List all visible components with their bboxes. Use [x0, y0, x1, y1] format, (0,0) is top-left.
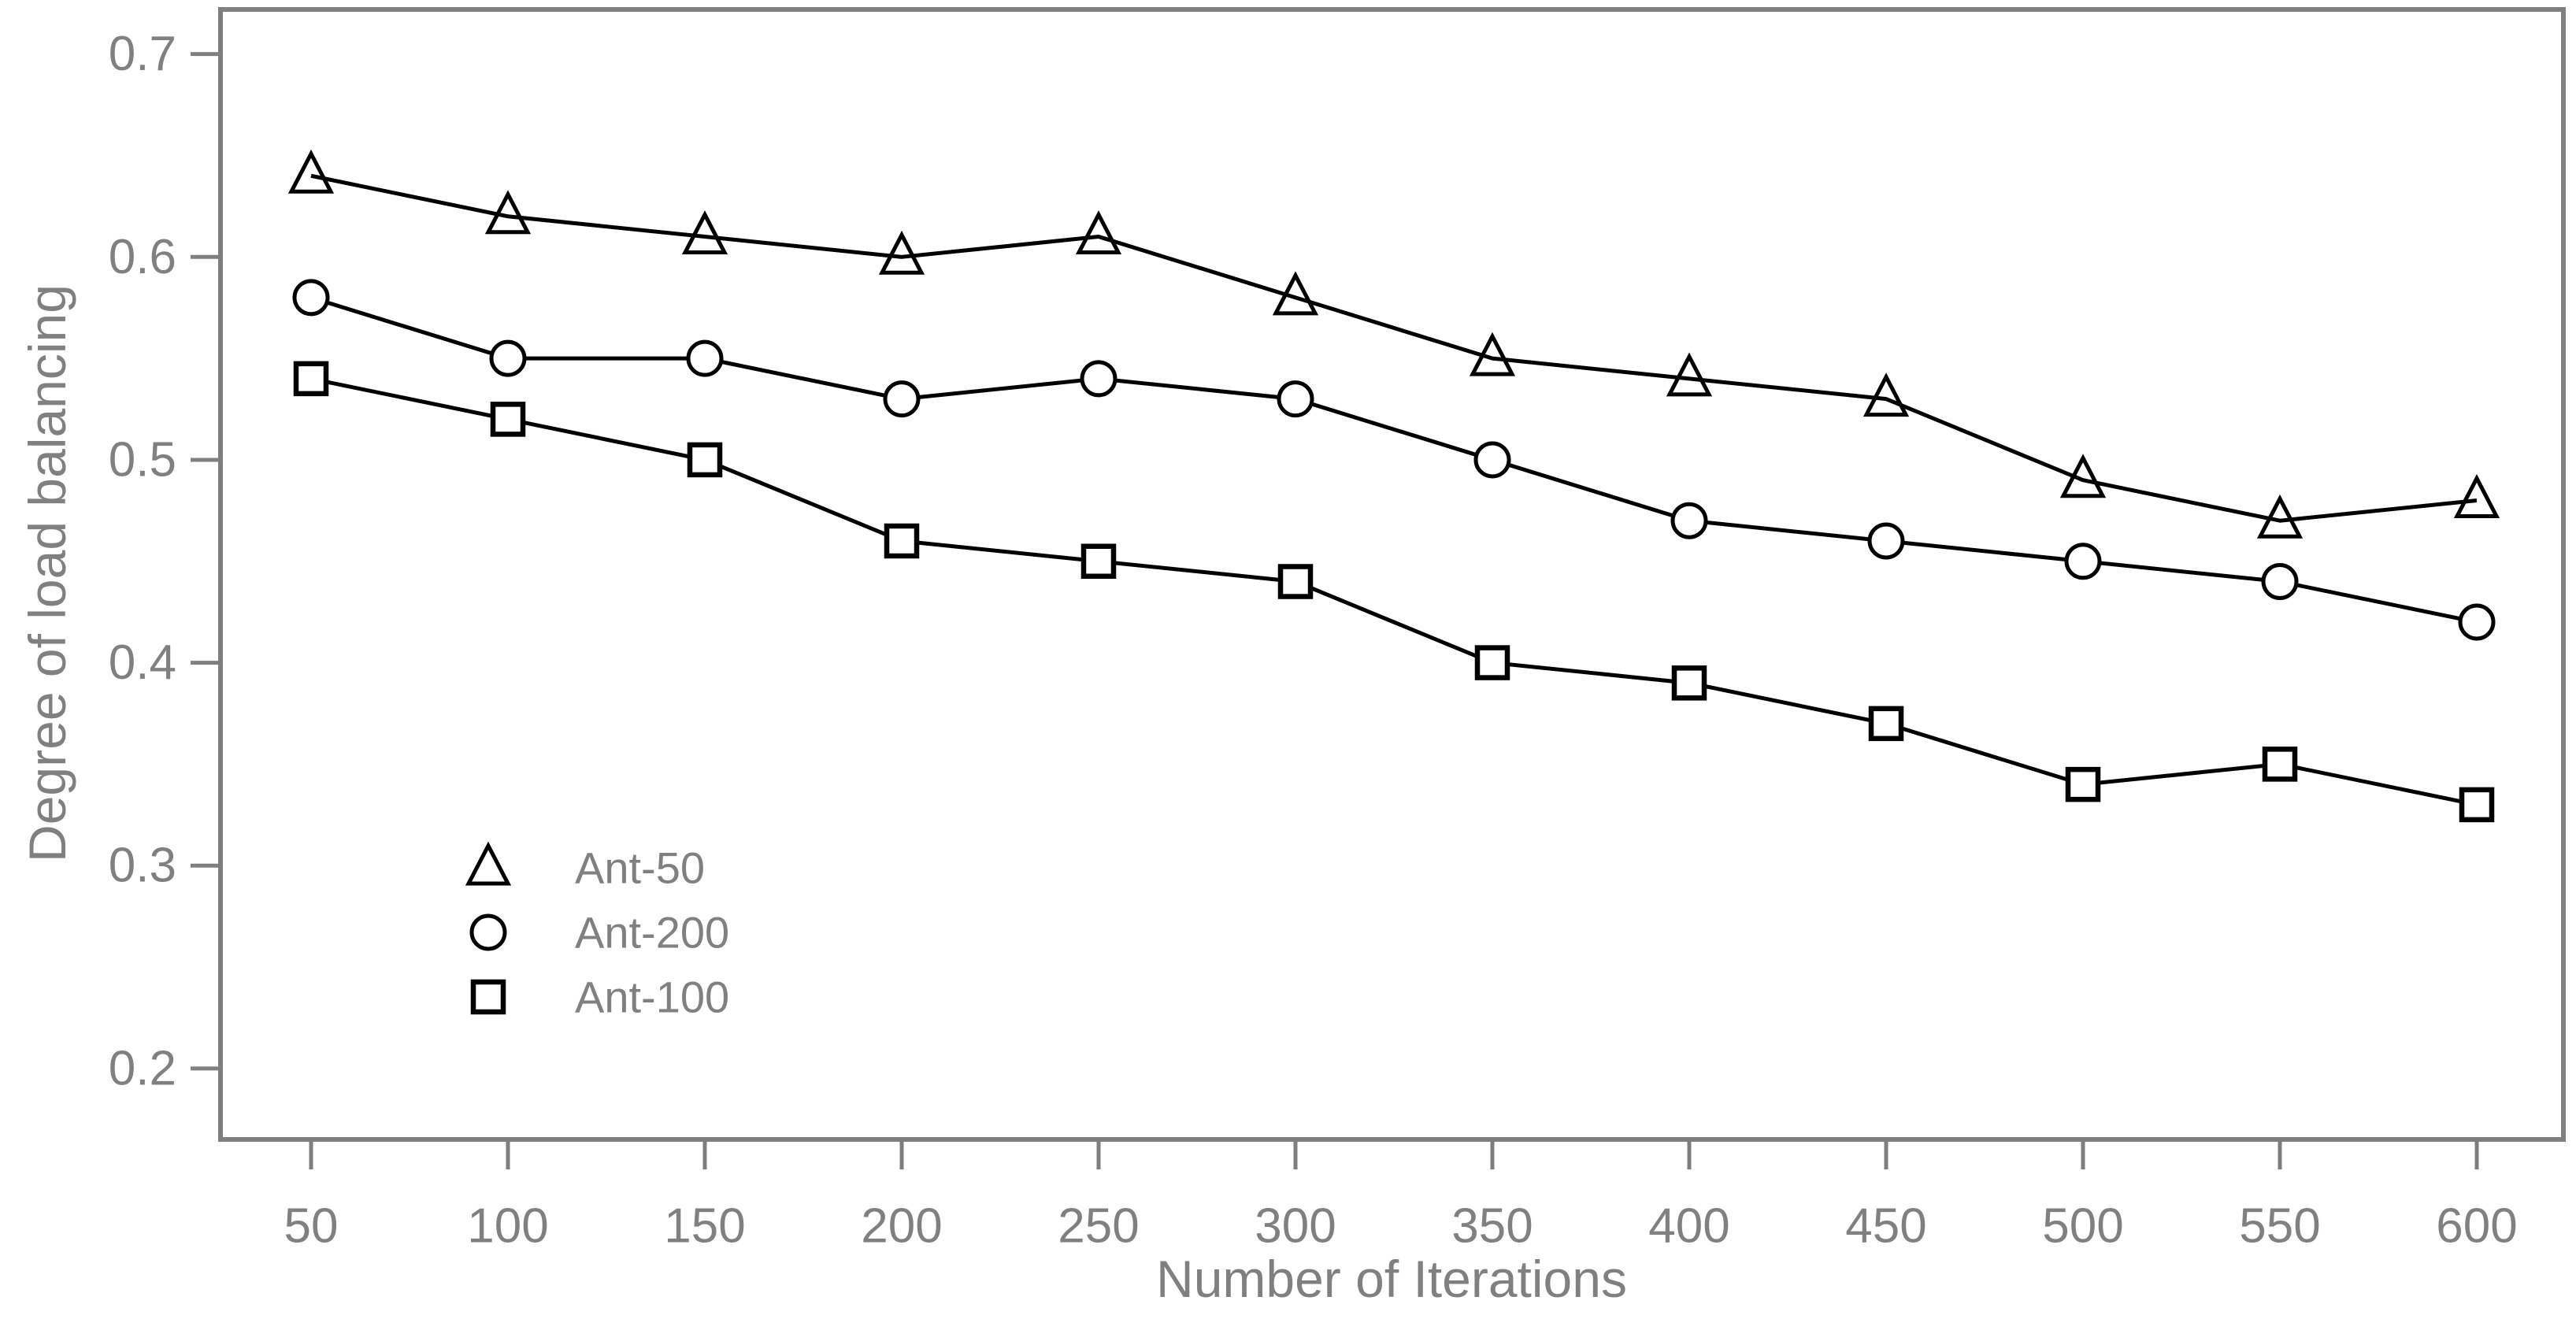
triangle-marker [1075, 210, 1122, 255]
triangle-marker [1469, 332, 1516, 376]
triangle-marker [2256, 494, 2304, 539]
triangle-marker [681, 210, 728, 255]
circle-marker [489, 339, 527, 377]
y-axis-tick-label: 0.7 [109, 27, 176, 81]
series-line-ant-200 [310, 295, 2478, 624]
circle-marker [1670, 502, 1708, 539]
x-axis-tick-label: 50 [284, 1199, 339, 1254]
series-line-ant-100 [310, 376, 2478, 807]
square-marker [293, 361, 329, 397]
square-marker [687, 442, 723, 478]
circle-marker [2064, 543, 2102, 580]
x-axis-tick-label: 500 [2042, 1199, 2123, 1254]
square-marker [2459, 787, 2495, 823]
circle-marker [1867, 522, 1905, 560]
square-marker [1277, 564, 1314, 599]
legend-label-ant-100: Ant-100 [575, 973, 729, 1022]
triangle-marker [287, 149, 335, 194]
triangle-marker [2059, 454, 2107, 498]
triangle-marker [1863, 372, 1910, 417]
series-line-ant-50 [310, 173, 2478, 523]
square-marker [1474, 645, 1510, 680]
x-axis-tick-label: 250 [1058, 1199, 1139, 1254]
circle-marker [883, 380, 921, 418]
square-marker [1868, 706, 1904, 742]
x-axis-tick-label: 300 [1255, 1199, 1336, 1254]
triangle-marker [484, 190, 532, 235]
y-axis-tick-label: 0.5 [109, 432, 176, 487]
square-marker [2065, 766, 2101, 802]
triangle-marker [878, 230, 925, 275]
square-marker [2262, 747, 2298, 782]
circle-marker [292, 279, 330, 317]
plot-area-border [218, 7, 2566, 1142]
square-marker [470, 979, 506, 1015]
y-axis-tick-label: 0.2 [109, 1041, 176, 1095]
triangle-marker [465, 841, 512, 886]
circle-marker [1277, 380, 1314, 418]
legend-label-ant-50: Ant-50 [575, 843, 705, 893]
square-marker [1080, 543, 1117, 580]
x-axis-tick-label: 550 [2239, 1199, 2320, 1254]
y-axis-tick-label: 0.4 [109, 635, 176, 690]
circle-marker [686, 339, 724, 377]
x-axis-tick-label: 450 [1845, 1199, 1926, 1254]
y-axis-tick-label: 0.3 [109, 839, 176, 893]
triangle-marker [2453, 474, 2500, 518]
circle-marker [469, 913, 507, 951]
legend-label-ant-200: Ant-200 [575, 908, 729, 958]
y-axis-tick-label: 0.6 [109, 230, 176, 284]
x-axis-tick-label: 350 [1451, 1199, 1533, 1254]
triangle-marker [1666, 352, 1713, 397]
x-axis-tick-label: 600 [2436, 1199, 2517, 1254]
y-axis-title: Degree of load balancing [18, 284, 76, 862]
x-axis-title: Number of Iterations [1156, 1250, 1627, 1308]
x-axis-tick-label: 150 [664, 1199, 745, 1254]
circle-marker [2458, 603, 2496, 641]
square-marker [490, 402, 526, 437]
circle-marker [2261, 563, 2299, 601]
circle-marker [1080, 360, 1118, 398]
square-marker [1671, 665, 1707, 701]
x-axis-tick-label: 100 [467, 1199, 548, 1254]
x-axis-tick-label: 400 [1648, 1199, 1729, 1254]
square-marker [884, 523, 920, 559]
triangle-marker [1272, 271, 1319, 316]
circle-marker [1473, 441, 1511, 479]
x-axis-tick-label: 200 [861, 1199, 942, 1254]
